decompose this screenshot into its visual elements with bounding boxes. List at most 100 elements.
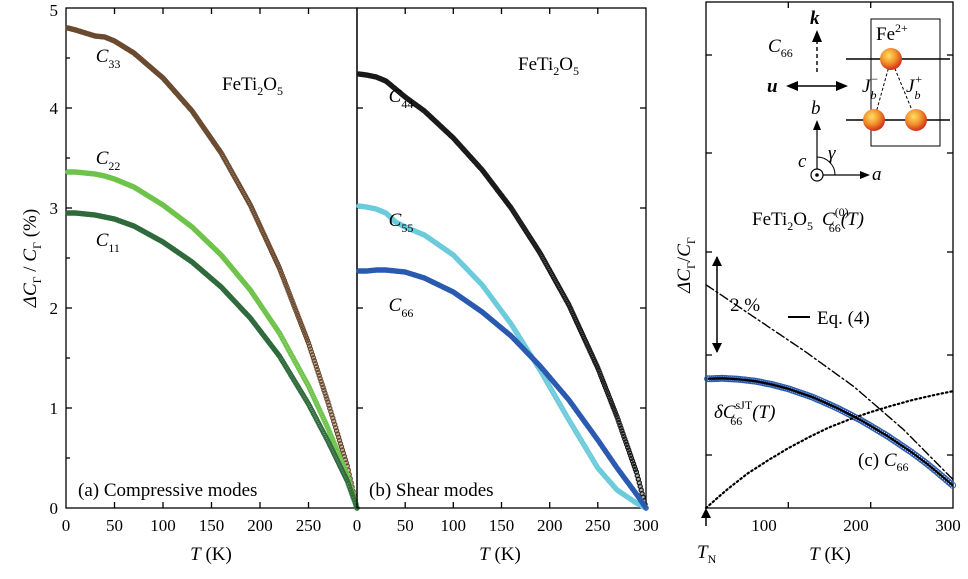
data-point [934,469,942,477]
gamma-arc [816,156,836,176]
data-point [940,474,948,482]
panel-a-material: FeTi2O5 [222,74,283,98]
panel-b-xtick-labels: 0 50 100 150 200 250 300 [353,516,659,535]
panel-a-xlabel: T (K) [190,544,232,565]
panel-a-frame [65,7,358,509]
data-point [949,481,957,489]
panel-c-annotation: (c) C66 [858,450,909,474]
panel-c-plot [704,284,957,510]
c66-0-label: C(0) 66(T) [822,205,864,235]
fe-atom-bottom-left [863,109,885,131]
data-point [938,473,946,480]
ytick-label: 5 [50,1,59,20]
xtick-label: 50 [106,516,123,535]
panel-c: 100 200 300 T (K) ΔCΓ/CΓ TN 2 % Eq. (4) … [674,1,961,566]
xtick-label: 200 [537,516,563,535]
series-c33 [65,25,360,511]
inset-u: u [767,76,778,97]
series-c44 [356,71,649,511]
xtick-label: 0 [62,516,71,535]
inset-j-minus: J− b [862,72,879,102]
panel-c-material: FeTi2O5 [752,209,813,233]
u-arrow-head-right [836,81,848,91]
xtick-label: 100 [751,516,777,535]
inset-schematic: C66 k u Fe2+ J− b J+ b [767,8,950,185]
ytick-label: 4 [50,99,59,118]
xtick-label: 300 [935,516,961,535]
curve-label-c66: C66 [389,295,414,320]
xtick-label: 250 [296,516,322,535]
unit-cell-box [870,18,941,147]
panel-a-ytick-labels: 0 1 2 3 4 5 [50,1,59,518]
panel-b-xlabel: T (K) [479,544,521,565]
panel-b-plot: C44 C55 C66 [356,71,649,511]
series-c11 [65,210,360,511]
series-eq-4- [707,377,954,487]
xtick-label: 100 [441,516,467,535]
series-c22 [65,169,360,511]
data-point [930,466,938,474]
eq4-legend-label: Eq. (4) [817,308,870,329]
panel-a-yticks [66,57,72,459]
u-arrow-head-left [786,81,798,91]
panel-a-plot: C33 C22 C11 [65,25,360,511]
panel-a-xticks [113,8,310,508]
ytick-label: 3 [50,199,59,218]
panel-a: 0 1 2 3 4 5 0 50 100 150 200 250 T [20,1,360,565]
xtick-label: 0 [353,516,362,535]
panel-c-yticks [706,54,953,456]
series-c55 [356,203,649,511]
xtick-label: 300 [633,516,659,535]
xtick-label: 100 [150,516,176,535]
panel-c-ylabel: ΔCΓ/CΓ [674,237,698,294]
inset-axis-a: a [872,164,882,185]
series-c66-0-t- [705,284,954,481]
scale-bar-label: 2 % [730,295,760,316]
panel-b-annotation: (b) Shear modes [369,480,494,501]
inset-axis-c: c [798,151,807,172]
panel-b-xticks [404,8,599,508]
inset-k: k [810,8,820,29]
data-point [936,471,944,479]
panel-c-frame [705,1,954,509]
data-point [926,462,934,470]
series-c66-data [704,374,957,489]
panel-c-xlabel: T (K) [809,544,851,565]
panel-c-xticks [787,2,872,508]
xtick-label: 50 [397,516,414,535]
xtick-label: 200 [843,516,869,535]
data-point [928,464,936,472]
fe-atom-top [880,48,902,70]
curve-label-c55: C55 [389,210,414,235]
data-point [643,505,649,511]
series--c66sjt-t- [704,390,955,510]
panel-a-ylabel: ΔCΓ / CΓ (%) [20,209,44,308]
curve-label-c33: C33 [96,46,121,71]
panel-b-material: FeTi2O5 [518,54,579,78]
panel-a-annotation: (a) Compressive modes [78,480,257,501]
xtick-label: 200 [247,516,273,535]
ytick-label: 1 [50,399,59,418]
ytick-label: 2 [50,299,59,318]
ytick-label: 0 [50,499,59,518]
scale-bar: 2 % [712,256,760,353]
sjt-label: δCsJT 66 (T) [714,398,775,428]
xtick-label: 150 [199,516,225,535]
panel-b: 0 50 100 150 200 250 300 T (K) FeTi2O5 (… [353,7,659,565]
eq4-legend: Eq. (4) [788,308,870,329]
panel-b-yticks [357,107,646,409]
fe-atom-bottom-right [905,109,927,131]
eq4-fit-line [707,377,954,487]
k-arrow-head [812,30,822,42]
data-point [947,480,954,487]
c66-0-curve [705,284,954,481]
data-point [945,478,952,486]
curve-label-c44: C44 [389,86,414,111]
xtick-label: 150 [489,516,515,535]
data-point [932,467,940,475]
inset-axis-b: b [811,98,821,119]
tn-label: TN [697,542,717,566]
series-c66 [356,267,649,511]
inset-fe: Fe2+ [876,21,908,45]
tn-marker: TN [697,508,717,566]
